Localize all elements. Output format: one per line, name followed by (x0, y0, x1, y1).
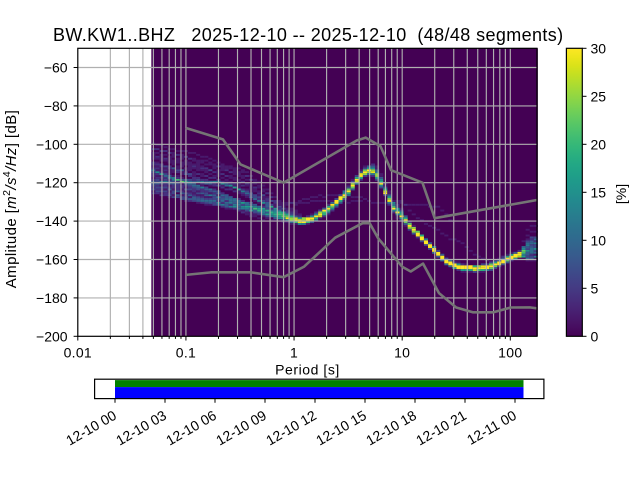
svg-text:25: 25 (591, 88, 607, 104)
svg-text:100: 100 (498, 344, 522, 360)
svg-text:BW.KW1..BHZ 2025-12-10 -- 20: BW.KW1..BHZ 2025-12-10 -- 2025-12-10 (48… (53, 25, 564, 45)
svg-text:20: 20 (591, 136, 607, 152)
svg-text:1: 1 (290, 344, 298, 360)
svg-text:−60: −60 (44, 60, 68, 76)
svg-text:−160: −160 (36, 252, 68, 268)
svg-text:−100: −100 (36, 136, 68, 152)
svg-text:0: 0 (591, 328, 599, 344)
svg-text:Amplitude [m2/s4/Hz] [dB]: Amplitude [m2/s4/Hz] [dB] (1, 110, 20, 288)
svg-text:30: 30 (591, 40, 607, 56)
svg-text:Period [s]: Period [s] (275, 362, 340, 378)
svg-text:−200: −200 (36, 328, 68, 344)
svg-text:−180: −180 (36, 290, 68, 306)
svg-text:15: 15 (591, 184, 607, 200)
svg-text:10: 10 (394, 344, 410, 360)
svg-text:0.1: 0.1 (176, 344, 196, 360)
svg-text:0.01: 0.01 (64, 344, 92, 360)
svg-text:−80: −80 (44, 98, 68, 114)
svg-text:−140: −140 (36, 213, 68, 229)
svg-text:−120: −120 (36, 175, 68, 191)
svg-text:10: 10 (591, 232, 607, 248)
svg-text:[%]: [%] (613, 184, 629, 204)
svg-text:5: 5 (591, 280, 599, 296)
